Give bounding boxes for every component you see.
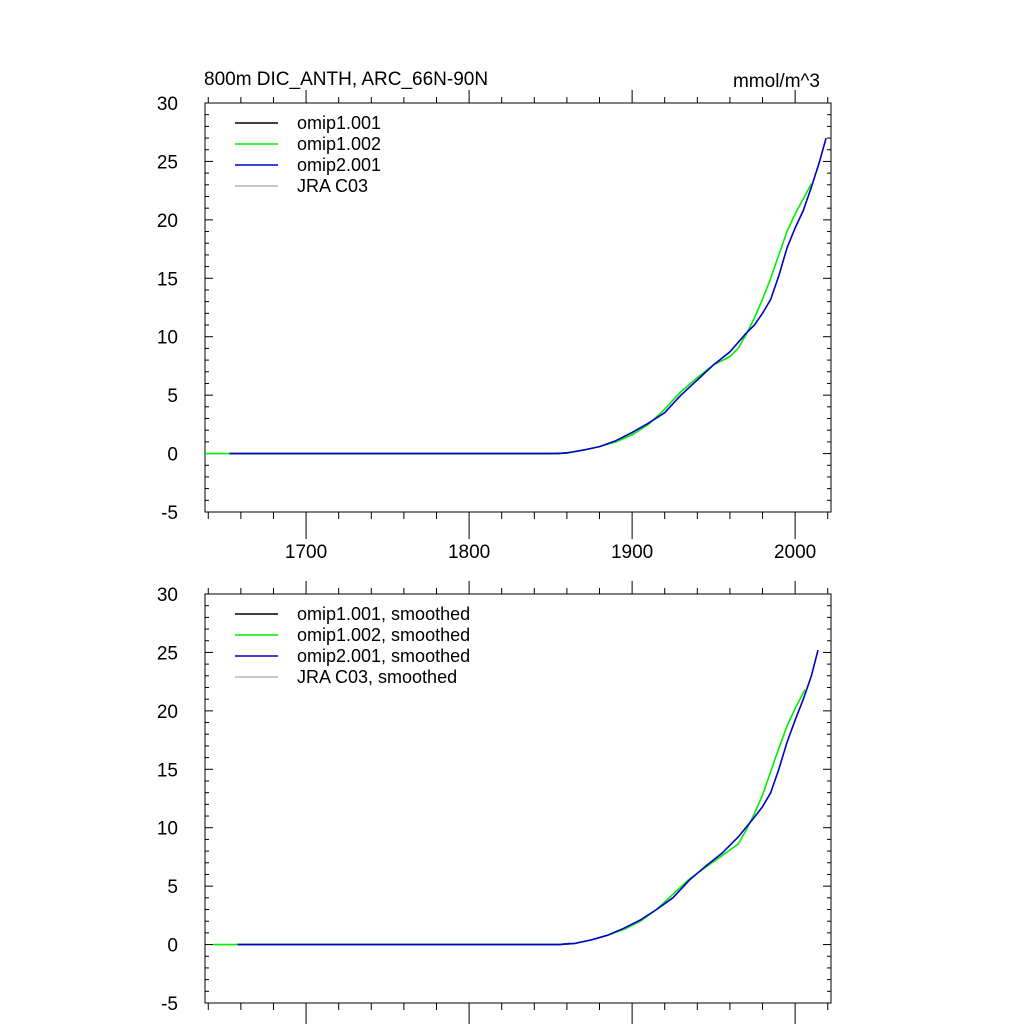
legend-label: omip1.002 xyxy=(297,134,381,154)
y-tick-label: 30 xyxy=(157,585,178,606)
series-line-omip1-002 xyxy=(205,183,813,455)
plot-frame xyxy=(204,593,832,1004)
y-tick-label: -5 xyxy=(161,994,178,1015)
y-tick-label: 0 xyxy=(167,936,178,957)
y-tick-label: 25 xyxy=(157,643,178,664)
x-tick-label: 1800 xyxy=(448,542,490,563)
y-tick-label: 15 xyxy=(157,760,178,781)
legend-label: omip1.002, smoothed xyxy=(297,625,470,645)
legend-label: omip2.001 xyxy=(297,155,381,175)
plot-frame xyxy=(204,102,832,513)
series-line-omip1-002-smoothed xyxy=(213,689,806,946)
y-tick-label: 15 xyxy=(157,269,178,290)
y-tick-label: 10 xyxy=(157,819,178,840)
x-tick-label: 1700 xyxy=(285,542,327,563)
chart-panel-bottom: -5 0 5 10 15 20 25 30 omip1.001, smoothedomip1.0… xyxy=(157,581,832,1024)
series-line-omip2-001 xyxy=(229,137,827,455)
y-tick-label: 5 xyxy=(167,386,178,407)
x-tick-label: 2000 xyxy=(774,542,816,563)
y-tick-label: 10 xyxy=(157,328,178,349)
y-tick-label: 5 xyxy=(167,877,178,898)
x-tick-label: 1900 xyxy=(611,542,653,563)
y-tick-label: 20 xyxy=(157,702,178,723)
figure-title: 800m DIC_ANTH, ARC_66N-90N xyxy=(204,69,488,90)
y-tick-label: 30 xyxy=(157,94,178,115)
legend-label: omip2.001, smoothed xyxy=(297,646,470,666)
y-tick-label: 20 xyxy=(157,211,178,232)
legend-label: JRA C03 xyxy=(297,176,368,196)
y-tick-label: 0 xyxy=(167,445,178,466)
y-tick-label: -5 xyxy=(161,503,178,524)
legend-label: JRA C03, smoothed xyxy=(297,667,457,687)
legend-label: omip1.001 xyxy=(297,113,381,133)
units-label: mmol/m^3 xyxy=(733,71,820,92)
y-tick-label: 25 xyxy=(157,152,178,173)
legend-label: omip1.001, smoothed xyxy=(297,604,470,624)
series-line-omip2-001-smoothed xyxy=(237,649,819,946)
